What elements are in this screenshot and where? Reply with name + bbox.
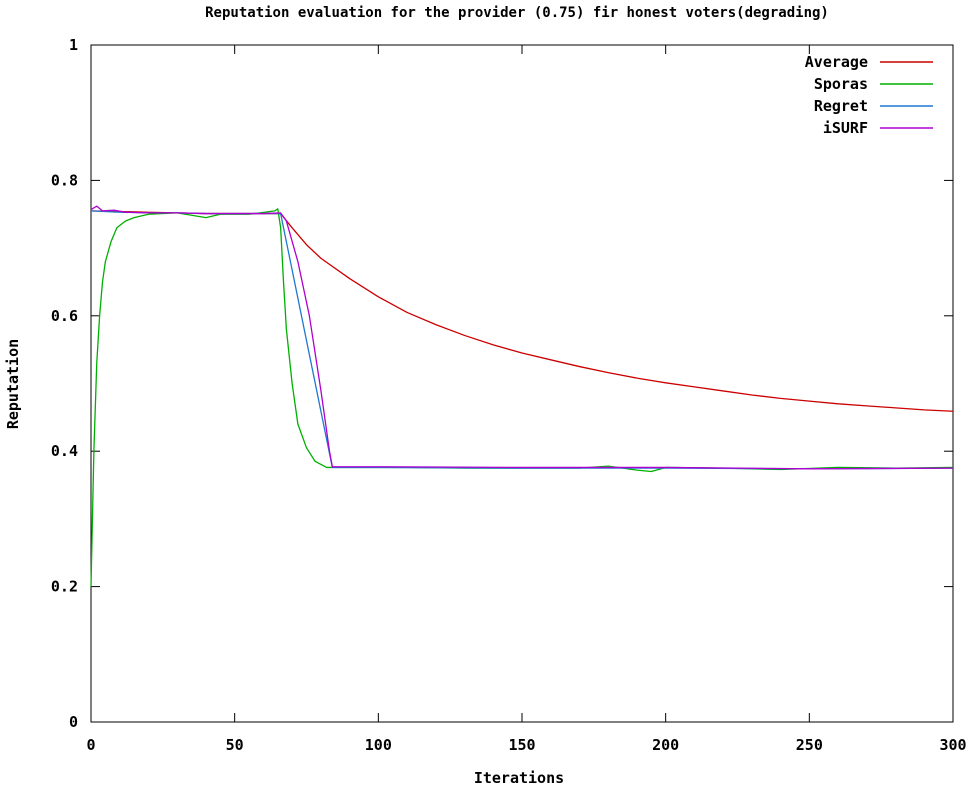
x-tick-label: 0: [86, 736, 95, 754]
y-axis-label: Reputation: [4, 339, 22, 429]
y-tick-label: 0.4: [51, 442, 78, 460]
series-layer: [90, 205, 954, 587]
x-tick-label: 300: [939, 736, 966, 754]
y-tick-label: 1: [69, 36, 78, 54]
chart-title: Reputation evaluation for the provider (…: [205, 5, 829, 21]
series-line-average: [90, 210, 954, 412]
legend-label-regret: Regret: [814, 97, 868, 115]
legend-label-average: Average: [805, 53, 868, 71]
y-tick-label: 0.2: [51, 578, 78, 596]
x-tick-label: 50: [226, 736, 244, 754]
x-tick-label: 250: [796, 736, 823, 754]
y-tick-label: 0.6: [51, 307, 78, 325]
y-tick-label: 0.8: [51, 171, 78, 189]
series-line-regret: [90, 210, 954, 470]
x-tick-label: 150: [508, 736, 535, 754]
series-line-sporas: [90, 208, 954, 587]
x-tick-label: 100: [365, 736, 392, 754]
series-line-isurf: [90, 205, 954, 470]
legend: Average Sporas Regret iSURF: [805, 53, 933, 137]
legend-label-isurf: iSURF: [823, 119, 868, 137]
plot-frame: [90, 44, 954, 723]
x-axis-label: Iterations: [474, 769, 564, 787]
legend-label-sporas: Sporas: [814, 75, 868, 93]
y-tick-label: 0: [69, 713, 78, 731]
x-tick-label: 200: [652, 736, 679, 754]
ticks-layer: 0 50 100 150 200 250 300 0 0.2 0.4 0.6 0.8 1: [51, 36, 967, 754]
